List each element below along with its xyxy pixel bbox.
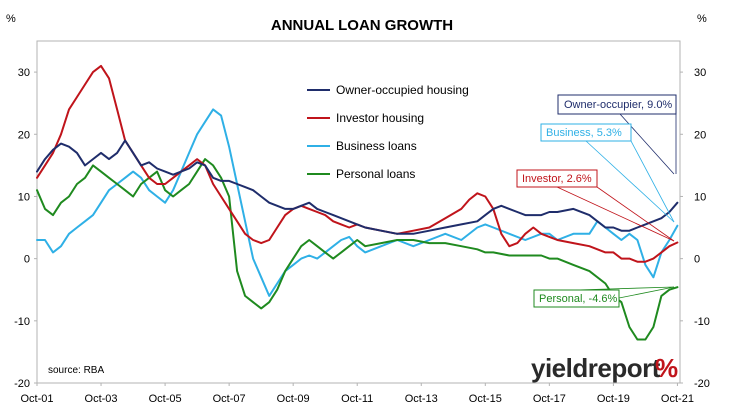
callout-leader-business-2	[630, 140, 675, 223]
y-tick-label-left: -10	[14, 316, 30, 328]
x-axis: Oct-01 Oct-03 Oct-05 Oct-07 Oct-09 Oct-11 Oct-…	[20, 383, 694, 405]
callout-text-personal: Personal, -4.6%	[539, 293, 617, 305]
callout-investor: Investor, 2.6%	[516, 169, 675, 242]
callout-text-investor: Investor, 2.6%	[522, 173, 592, 185]
callout-text-business: Business, 5.3%	[546, 127, 622, 139]
source-note: source: RBA	[48, 365, 104, 376]
series-lines	[36, 64, 679, 341]
x-tick-label: Oct-03	[85, 393, 118, 405]
legend-label-owner-occupied: Owner-occupied housing	[336, 83, 469, 97]
y-unit-right: %	[697, 13, 707, 25]
callout-leader-business-1	[585, 140, 675, 223]
x-tick-label: Oct-01	[20, 393, 53, 405]
legend: Owner-occupied housing Investor housing …	[307, 83, 469, 181]
x-tick-label: Oct-15	[469, 393, 502, 405]
y-axis-right: -20 -10 0 10 20 30	[680, 67, 710, 390]
callout-personal: Personal, -4.6%	[533, 286, 675, 308]
plot-frame	[36, 40, 681, 384]
callout-owner-occupier: Owner-occupier, 9.0%	[557, 94, 677, 175]
logo-percent: %	[655, 353, 678, 383]
y-tick-label-left: -20	[14, 378, 30, 390]
x-tick-label: Oct-13	[405, 393, 438, 405]
x-tick-label: Oct-19	[597, 393, 630, 405]
chart-title: ANNUAL LOAN GROWTH	[271, 17, 453, 34]
x-tick-label: Oct-11	[341, 393, 373, 405]
legend-label-personal: Personal loans	[336, 167, 415, 181]
callout-leader-investor-2	[596, 186, 675, 242]
callout-leader-investor-1	[556, 186, 675, 242]
yieldreport-logo: yieldreport %	[531, 353, 678, 383]
y-tick-label-right: 10	[694, 191, 706, 203]
y-unit-left: %	[6, 13, 16, 25]
y-tick-label-left: 20	[18, 129, 30, 141]
y-tick-label-right: 30	[694, 67, 706, 79]
y-tick-label-left: 30	[18, 67, 30, 79]
y-tick-label-left: 10	[18, 191, 30, 203]
y-tick-label-right: -20	[694, 378, 710, 390]
x-tick-label: Oct-21	[661, 393, 694, 405]
series-line-business-loans	[36, 108, 679, 297]
y-tick-label-right: -10	[694, 316, 710, 328]
logo-part-report: report	[588, 353, 661, 383]
x-tick-label: Oct-17	[533, 393, 566, 405]
y-tick-label-right: 20	[694, 129, 706, 141]
y-axis-left: -20 -10 0 10 20 30	[14, 67, 37, 390]
x-tick-label: Oct-09	[277, 393, 310, 405]
callout-box-owner-occupier	[557, 94, 677, 115]
callout-leader-personal-2	[618, 286, 675, 299]
callout-leader-personal-1	[575, 286, 675, 291]
callout-business: Business, 5.3%	[540, 123, 675, 223]
logo-part-yield: yield	[531, 353, 588, 383]
x-tick-label: Oct-07	[213, 393, 246, 405]
y-tick-label-right: 0	[694, 254, 700, 266]
svg-text:yieldreport: yieldreport	[531, 353, 661, 383]
series-line-personal-loans	[36, 158, 679, 341]
callout-text-owner-occupier: Owner-occupier, 9.0%	[564, 99, 672, 111]
legend-label-business: Business loans	[336, 139, 417, 153]
series-line-owner-occupied-housing	[36, 139, 679, 235]
y-tick-label-left: 0	[24, 254, 30, 266]
x-tick-label: Oct-05	[149, 393, 182, 405]
legend-label-investor: Investor housing	[336, 111, 424, 125]
